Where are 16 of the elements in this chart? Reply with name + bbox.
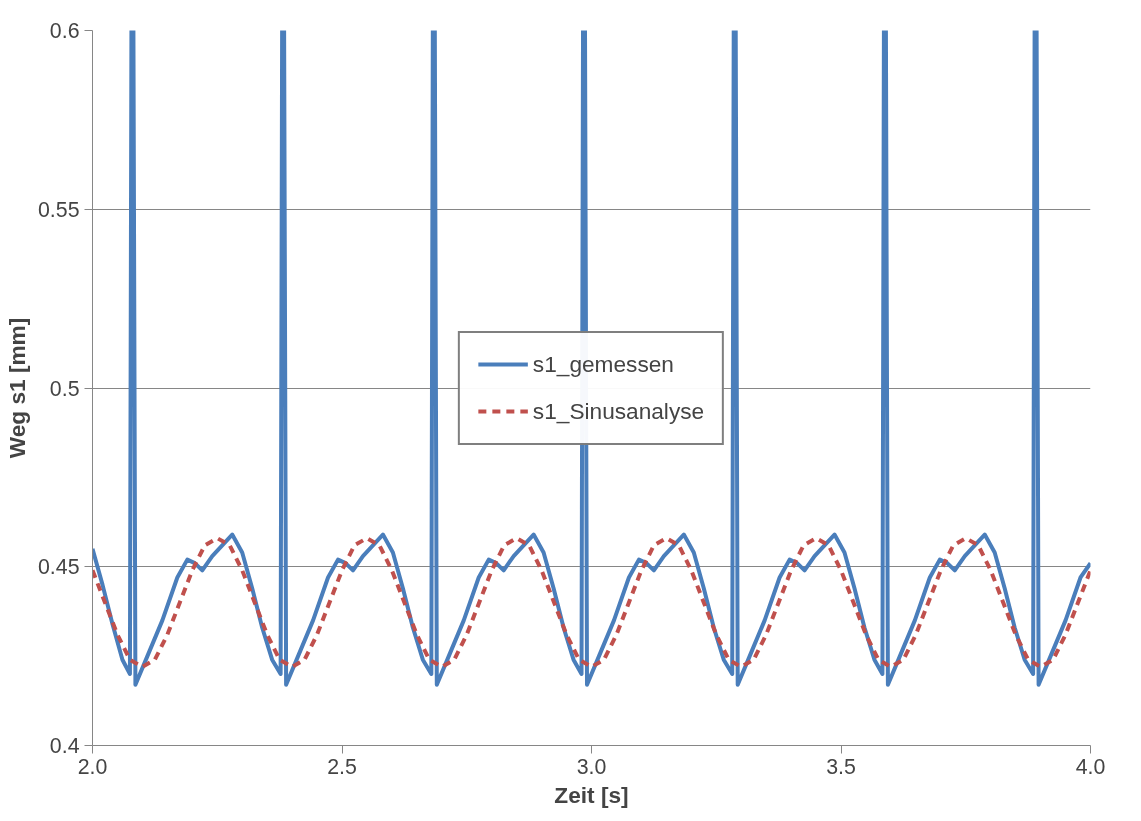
x-tick-label: 3.5	[826, 754, 856, 779]
y-tick-label: 0.45	[37, 555, 80, 580]
x-axis-title: Zeit [s]	[554, 781, 629, 808]
y-tick-label: 0.55	[37, 197, 80, 222]
x-tick-label: 4.0	[1075, 754, 1106, 779]
legend-label: s1_gemessen	[532, 350, 674, 378]
x-tick-label: 2.0	[77, 754, 108, 779]
legend-label: s1_Sinusanalyse	[532, 397, 705, 425]
line-series	[92, 536, 1091, 669]
y-tick-label: 0.6	[49, 19, 80, 43]
y-tick-label: 0.5	[49, 376, 80, 401]
x-tick-label: 3.0	[576, 754, 607, 779]
line-series	[92, 30, 1091, 687]
y-tick-label: 0.4	[49, 734, 80, 758]
x-tick-label: 2.5	[327, 754, 357, 779]
y-axis-title: Weg s1 [mm]	[3, 317, 30, 459]
